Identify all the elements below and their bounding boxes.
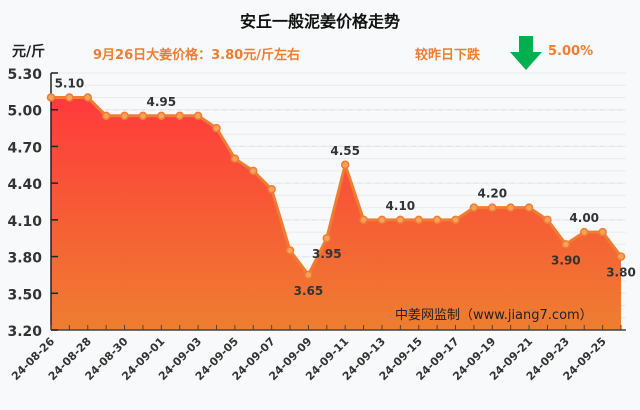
data-point xyxy=(598,227,607,237)
data-point xyxy=(175,111,184,121)
area-fill xyxy=(51,97,621,330)
data-point xyxy=(414,215,423,225)
data-point xyxy=(561,240,571,249)
chart-title: 安丘一般泥姜价格走势 xyxy=(239,12,400,31)
data-point xyxy=(65,93,74,102)
data-label: 3.80 xyxy=(606,266,636,280)
data-point xyxy=(322,233,332,243)
data-point xyxy=(138,111,148,121)
data-point xyxy=(46,93,56,102)
y-axis-unit: 元/斤 xyxy=(12,44,46,60)
data-label: 3.65 xyxy=(294,284,324,298)
y-axis-ticks: 5.30 5.00 4.70 4.40 4.10 3.80 3.50 3.20 xyxy=(7,67,58,340)
change-percent: 5.00% xyxy=(548,44,594,59)
data-point xyxy=(359,215,368,225)
data-label: 4.10 xyxy=(386,199,416,213)
x-axis-ticks: 24-08-2624-08-2824-08-3024-09-0124-09-03… xyxy=(9,325,622,383)
data-point xyxy=(212,123,221,133)
data-label: 3.90 xyxy=(551,253,581,267)
data-point xyxy=(469,203,479,212)
data-labels: 5.10 4.95 3.65 3.95 4.55 4.10 4.20 3.90 4.00 3.80 xyxy=(55,76,636,297)
data-point xyxy=(193,111,203,121)
data-label: 3.95 xyxy=(312,247,342,261)
data-points xyxy=(46,93,626,280)
data-point xyxy=(579,227,589,237)
data-point xyxy=(230,154,240,163)
price-note: 9月26日大姜价格：3.80元/斤左右 xyxy=(93,48,300,63)
change-label: 较昨日下跌 xyxy=(415,48,481,63)
y-tick-label: 3.20 xyxy=(7,324,42,340)
data-point xyxy=(432,215,442,225)
data-point xyxy=(267,185,276,194)
y-tick-label: 5.30 xyxy=(7,67,42,83)
data-point xyxy=(524,203,534,212)
data-label: 4.00 xyxy=(569,211,599,225)
y-tick-label: 4.40 xyxy=(7,177,42,193)
y-tick-label: 4.10 xyxy=(7,214,42,230)
data-point xyxy=(83,93,93,102)
data-point xyxy=(377,215,387,225)
data-point xyxy=(506,203,515,212)
y-tick-label: 3.80 xyxy=(7,251,42,267)
data-point xyxy=(543,215,552,225)
data-point xyxy=(396,215,405,225)
y-tick-label: 5.00 xyxy=(7,104,42,120)
data-label: 4.95 xyxy=(147,95,177,109)
data-point xyxy=(304,270,313,280)
data-point xyxy=(488,203,497,212)
data-point xyxy=(120,111,129,121)
y-tick-label: 3.50 xyxy=(7,287,42,303)
watermark: 中姜网监制（www.jiang7.com） xyxy=(395,308,593,323)
data-point xyxy=(451,215,460,225)
data-point xyxy=(249,166,258,176)
data-label: 5.10 xyxy=(55,76,85,90)
data-point xyxy=(157,111,166,121)
data-point xyxy=(101,111,111,121)
data-point xyxy=(285,246,295,255)
data-point xyxy=(616,252,626,261)
data-point xyxy=(340,160,350,170)
y-tick-label: 4.70 xyxy=(7,140,42,156)
down-arrow-icon xyxy=(510,36,542,70)
data-label: 4.55 xyxy=(330,144,360,158)
data-label: 4.20 xyxy=(477,187,507,201)
